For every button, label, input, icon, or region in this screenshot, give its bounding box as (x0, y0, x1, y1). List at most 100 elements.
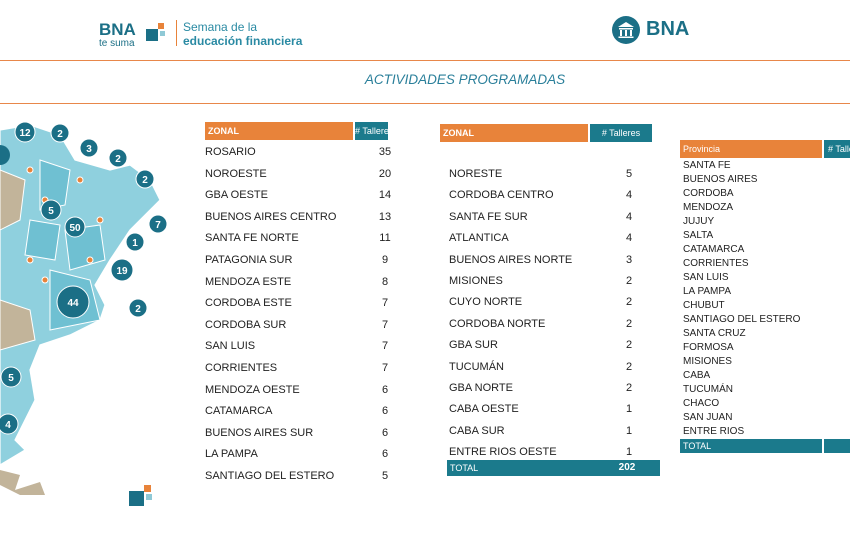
total-row: TOTAL 202 (447, 460, 660, 476)
zone-name: LA PAMPA (205, 448, 258, 461)
zone-count: 6 (381, 383, 389, 396)
marker-label: 4 (5, 420, 11, 431)
zone-count: 6 (381, 448, 389, 461)
zone-name: TUCUMÁN (449, 360, 504, 373)
bank-icon (612, 16, 640, 44)
marker-label: 50 (69, 223, 81, 234)
marker-label: 7 (155, 220, 161, 231)
zone-count: 9 (381, 254, 389, 266)
zone-name: PATAGONIA SUR (205, 254, 293, 266)
province-name: MISIONES (683, 356, 732, 367)
zone-count: 20 (378, 167, 392, 180)
marker-label: 3 (86, 144, 92, 155)
zone-count: 3 (625, 253, 633, 266)
total-row (824, 439, 850, 453)
zone-count: 2 (625, 360, 633, 373)
zone-name: CABA SUR (449, 424, 505, 437)
dot (76, 176, 84, 184)
marker-label: 44 (67, 298, 79, 309)
table-header: ZONAL (205, 122, 353, 140)
zone-count: 2 (625, 339, 633, 352)
zone-count: 5 (625, 168, 633, 180)
province-name: SAN LUIS (683, 272, 729, 283)
table-header: # Talleres (590, 124, 652, 142)
zone-count: 6 (381, 426, 389, 439)
zone-count: 2 (625, 296, 633, 309)
province-name: JUJUY (683, 216, 715, 227)
zone-count: 7 (381, 318, 389, 331)
zone-name: SANTA FE NORTE (205, 232, 299, 245)
divider (176, 20, 177, 46)
zone-name: CATAMARCA (205, 405, 273, 418)
logo-squares (146, 23, 165, 41)
footer-logo (129, 485, 152, 506)
province-name: LA PAMPA (683, 286, 731, 297)
rule (0, 60, 850, 61)
event-line: Semana de la (183, 20, 258, 34)
province-name: BUENOS AIRES (683, 174, 758, 185)
total-row: TOTAL (680, 439, 822, 453)
zone-count: 4 (625, 210, 633, 223)
province-name: SANTIAGO DEL ESTERO (683, 314, 801, 325)
marker (0, 366, 22, 388)
province-name: CABA (683, 370, 711, 381)
zone-name: NORESTE (449, 168, 503, 180)
province-name: SAN JUAN (683, 412, 733, 423)
zone-count: 7 (381, 362, 389, 374)
marker (40, 199, 62, 221)
zone-name: BUENOS AIRES SUR (205, 426, 314, 439)
marker (56, 285, 90, 319)
total-cell: 202 (618, 462, 636, 473)
zone-name: MENDOZA OESTE (205, 383, 300, 396)
marker-label: 2 (142, 175, 148, 186)
province-name: CHACO (683, 398, 720, 409)
province-name: CORDOBA (683, 188, 734, 199)
marker-label: 2 (115, 154, 121, 165)
marker (128, 298, 148, 318)
event-title: Semana de la educación financiera (183, 20, 302, 48)
zone-count: 14 (378, 189, 392, 202)
dot (86, 256, 94, 264)
zone-name: GBA OESTE (205, 189, 268, 202)
zone-count: 11 (379, 232, 391, 245)
zone-count: 4 (625, 189, 633, 202)
zone-count: 7 (381, 340, 389, 353)
zone-name: ATLANTICA (449, 232, 509, 245)
marker-label: 2 (135, 304, 141, 315)
province-name: SANTA CRUZ (683, 328, 746, 339)
brand: BNA (99, 20, 136, 39)
zone-name: BUENOS AIRES CENTRO (205, 210, 337, 223)
marker (50, 123, 70, 143)
tagline: te suma (99, 38, 135, 49)
zone-name: NOROESTE (205, 167, 267, 180)
dot (26, 256, 34, 264)
marker (108, 148, 128, 168)
dot (41, 276, 49, 284)
province-name: FORMOSA (683, 342, 734, 353)
zone-name: CORDOBA SUR (205, 318, 287, 331)
zone-count: 13 (378, 210, 392, 223)
event-line: educación financiera (183, 34, 303, 48)
zone-name: CORDOBA ESTE (205, 297, 292, 310)
zone-name: ENTRE RIOS OESTE (449, 446, 557, 459)
zone-name: BUENOS AIRES NORTE (449, 253, 573, 266)
marker-label: 5 (8, 373, 14, 384)
province-name: SANTA FE (683, 160, 731, 171)
table-header: Provincia (680, 140, 822, 158)
province-name: CORRIENTES (683, 258, 749, 269)
zone-count: 4 (625, 232, 633, 245)
zone-count: 2 (625, 382, 633, 394)
province-name: ENTRE RIOS (683, 426, 745, 437)
zone-name: ROSARIO (205, 146, 256, 158)
marker (125, 232, 145, 252)
dot (96, 216, 104, 224)
zone-name: SANTA FE SUR (449, 210, 528, 223)
zone-count: 7 (381, 297, 389, 310)
zone-name: CORDOBA CENTRO (449, 189, 554, 202)
zone-name: MISIONES (449, 275, 503, 287)
province-name: MENDOZA (683, 202, 733, 213)
marker (135, 169, 155, 189)
zone-name: SANTIAGO DEL ESTERO (205, 470, 335, 482)
zone-name: MENDOZA ESTE (205, 275, 292, 288)
